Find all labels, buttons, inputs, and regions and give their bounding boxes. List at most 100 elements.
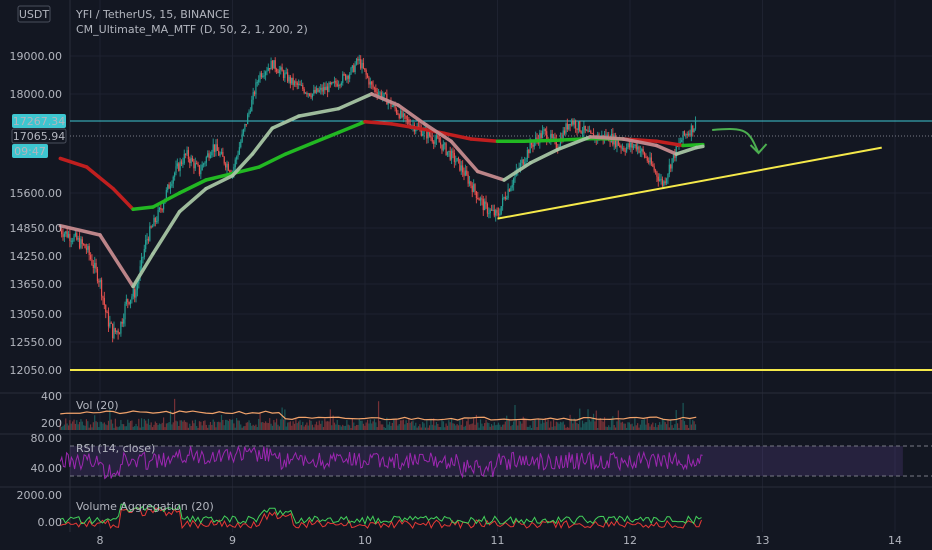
volume-bar [663, 418, 665, 430]
volume-bar [262, 421, 264, 430]
volume-bar [269, 418, 271, 430]
candle-body [637, 146, 639, 150]
candle-body [688, 133, 690, 136]
price-tick-label: 15600.00 [10, 187, 63, 200]
volume-bar [619, 420, 621, 430]
quote-currency-box[interactable] [17, 5, 51, 23]
volume-bar [307, 425, 309, 430]
fast-ma-segment [204, 173, 235, 191]
candle-body [362, 62, 365, 69]
candle-body [187, 150, 190, 159]
slow-ma-segment [283, 141, 314, 156]
candle-body [406, 118, 409, 120]
volume-bar [668, 427, 670, 430]
symbol-title[interactable]: YFI / TetherUS, 15, BINANCE [75, 8, 230, 21]
volume-bar [135, 423, 137, 430]
volume-bar [211, 424, 213, 430]
candle-body [428, 131, 431, 137]
candle-body [292, 77, 294, 86]
candle-body [304, 92, 307, 94]
volume-bar [692, 419, 694, 430]
candle-body [329, 82, 331, 85]
volume-bar [180, 420, 183, 430]
volume-bar [481, 423, 483, 430]
volume-bar [295, 419, 297, 430]
volume-bar [355, 424, 358, 430]
candle-body [435, 135, 438, 140]
fast-ma-segment [270, 114, 301, 130]
volume-bar [419, 424, 421, 430]
candle-body [81, 239, 83, 244]
candle-body [123, 319, 125, 324]
volume-bar [317, 425, 319, 430]
indicator-title[interactable]: CM_Ultimate_MA_MTF (D, 50, 2, 1, 200, 2) [76, 23, 308, 36]
volume-bar [671, 425, 673, 430]
candle-body [484, 201, 486, 211]
slow-ma-segment [469, 137, 500, 143]
candle-body [109, 322, 111, 327]
candle-body [76, 233, 78, 240]
candle-body [116, 330, 118, 332]
volume-bar [559, 421, 562, 430]
volume-bar [112, 423, 114, 430]
slow-ma-segment [363, 119, 394, 126]
candle-body [295, 81, 297, 83]
candle-body [226, 163, 228, 168]
candle-body [332, 82, 334, 84]
volume-bar [332, 415, 334, 430]
candle-body [614, 135, 617, 147]
indicator-panes[interactable] [59, 398, 932, 530]
volume-bar [296, 423, 298, 430]
candle-body [372, 84, 374, 88]
volume-bar [81, 421, 83, 430]
candle-body [347, 75, 349, 79]
candle-body [577, 121, 579, 131]
time-tick-label: 14 [888, 534, 902, 547]
candle-body [262, 75, 264, 77]
fast-ma-segment [621, 137, 659, 148]
candle-body [355, 58, 358, 65]
candle-body [219, 153, 221, 156]
volume-bar [73, 419, 75, 430]
candle-body [325, 86, 327, 91]
slow-ma-segment [522, 138, 559, 143]
candle-body [533, 142, 535, 147]
candle-body [156, 221, 158, 223]
price-pane[interactable] [58, 54, 932, 371]
volume-bar [379, 421, 381, 430]
volume-bar [273, 420, 275, 430]
volume-bar [158, 423, 161, 430]
fast-ma-segment [588, 135, 626, 141]
volume-bar [394, 418, 396, 430]
time-axis[interactable]: 8 9 10 11 12 13 14 [97, 534, 903, 547]
candle-body [627, 143, 629, 148]
volume-bar [646, 418, 648, 430]
volume-bar [285, 426, 287, 430]
volume-bar [219, 422, 221, 430]
candle-body [287, 72, 289, 82]
volume-bar [147, 418, 150, 430]
price-axis[interactable]: 19000.00 18000.00 15600.00 14850.00 14250.00… [10, 50, 63, 377]
volume-bar [263, 423, 265, 430]
volume-bar [460, 424, 462, 430]
volume-bar [515, 420, 517, 430]
candle-body [504, 197, 506, 199]
candle-body [394, 104, 396, 109]
candle-body [324, 87, 326, 91]
rsi-pane-label[interactable]: RSI (14, close) [76, 442, 155, 455]
vol-pane-label[interactable]: Vol (20) [76, 399, 119, 412]
volume-bar [442, 421, 444, 430]
fast-ma-segment [151, 209, 182, 256]
volume-bar [387, 424, 389, 430]
candle-body [196, 163, 198, 165]
candle-body [641, 149, 643, 152]
va-pane-label[interactable]: Volume Aggregation (20) [76, 500, 214, 513]
volume-bar [325, 421, 327, 430]
candle-body [449, 150, 451, 160]
volume-bar [665, 424, 668, 430]
candle-body [645, 156, 647, 158]
volume-bar [667, 420, 669, 430]
candle-body [180, 161, 183, 165]
candle-body [452, 150, 454, 153]
